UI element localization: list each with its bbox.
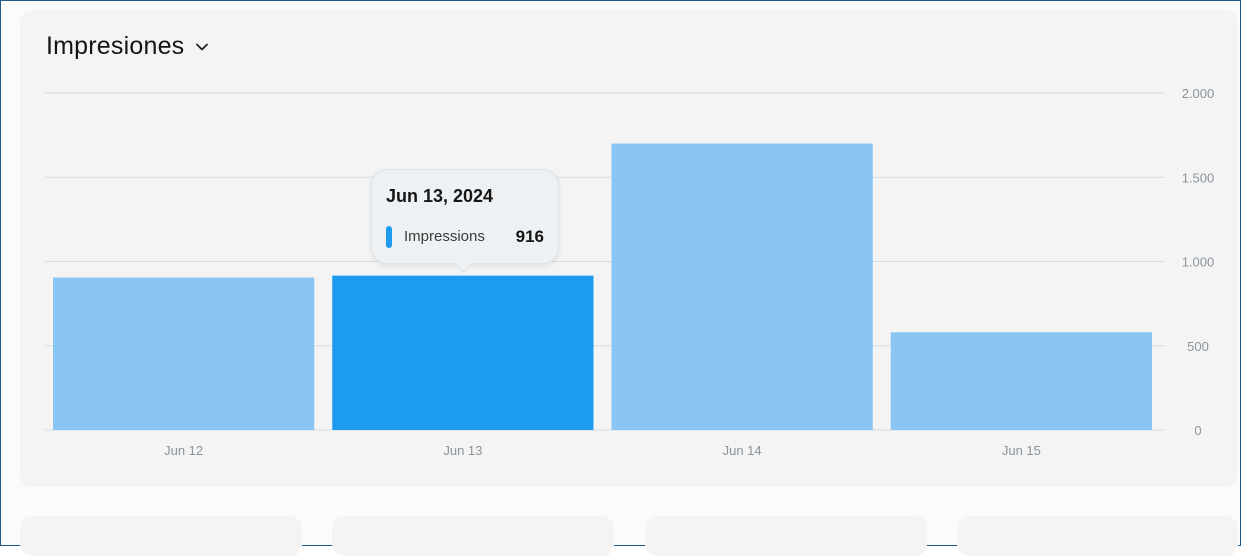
chart-tooltip: Jun 13, 2024 Impressions 916 xyxy=(371,169,559,264)
y-tick-label: 2.000 xyxy=(1182,86,1215,101)
tooltip-value: 916 xyxy=(515,227,544,246)
tooltip-series-swatch xyxy=(386,226,392,248)
summary-card[interactable] xyxy=(20,516,302,556)
x-tick-label: Jun 15 xyxy=(1002,443,1041,458)
y-tick-label: 0 xyxy=(1194,423,1201,438)
page-title: Impresiones xyxy=(46,32,185,60)
bar[interactable] xyxy=(611,143,873,431)
y-tick-label: 1.500 xyxy=(1182,170,1215,185)
summary-card[interactable] xyxy=(957,516,1238,556)
x-tick-label: Jun 14 xyxy=(723,443,762,458)
tooltip-series-label: Impressions xyxy=(404,228,485,245)
summary-card[interactable] xyxy=(332,516,614,556)
bar[interactable] xyxy=(332,275,594,430)
y-tick-label: 500 xyxy=(1187,339,1209,354)
bar[interactable] xyxy=(890,332,1152,430)
chevron-down-icon xyxy=(194,39,210,55)
tooltip-date: Jun 13, 2024 xyxy=(386,186,494,206)
x-tick-label: Jun 12 xyxy=(164,443,203,458)
bar[interactable] xyxy=(53,277,315,430)
x-tick-label: Jun 13 xyxy=(443,443,482,458)
y-tick-label: 1.000 xyxy=(1182,255,1215,270)
summary-card[interactable] xyxy=(645,516,927,556)
metric-selector[interactable]: Impresiones xyxy=(46,32,210,61)
